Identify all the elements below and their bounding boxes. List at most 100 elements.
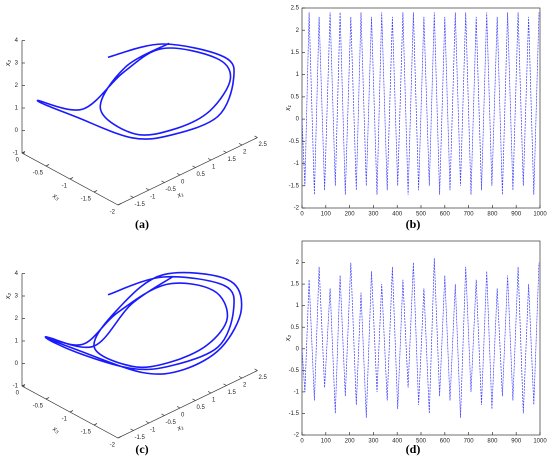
y-tick-label: 3 [15, 61, 19, 67]
y-tick-label: 0 [15, 361, 19, 367]
x-tick-label: 0 [300, 212, 304, 218]
y-tick-label: -1.5 [289, 183, 300, 189]
y-tick-label: -1 [294, 389, 300, 395]
tick-mark [192, 398, 196, 401]
caption: (c) [135, 442, 148, 456]
y-tick-label: 4 [15, 271, 19, 277]
x-tick-label: 300 [368, 212, 379, 218]
x-tick-label: 0 [181, 413, 185, 419]
y-tick-label: 1.5 [291, 282, 300, 288]
tick-mark [176, 173, 181, 176]
z-tick-label: -1.5 [81, 197, 92, 203]
y-tick-label: -1 [13, 384, 19, 390]
y-tick-label: 2 [296, 28, 300, 34]
tick-mark [130, 428, 134, 431]
y-tick-label: 2 [296, 260, 300, 266]
z-tick-label: -0.5 [33, 404, 44, 410]
y-tick-label: 1 [296, 72, 300, 78]
series-line [301, 258, 540, 418]
x-tick-label: 600 [440, 212, 451, 218]
tick-mark [117, 436, 122, 439]
tick-mark [223, 150, 227, 153]
z-tick-label: -1 [62, 184, 68, 190]
y-axis-label: x₁ [285, 104, 292, 112]
x-tick-label: -1 [150, 428, 156, 434]
y-tick-label: -2 [294, 206, 300, 212]
y-tick-label: 1.5 [291, 50, 300, 56]
z-axis-label: x₃ [50, 192, 60, 202]
trajectory [44, 271, 243, 375]
x-tick-label: 1.5 [228, 157, 237, 163]
z-axis-label: x₃ [50, 425, 60, 435]
y-tick-label: 1 [15, 339, 19, 345]
tick-mark [176, 406, 181, 409]
y-tick-label: 2.5 [291, 6, 300, 12]
tick-mark [238, 143, 243, 146]
x-tick-label: 900 [511, 439, 522, 445]
z-tick-label: -1 [62, 417, 68, 423]
x-tick-label: 2.5 [259, 142, 268, 148]
y-axis-label: x₂ [5, 293, 12, 301]
y-tick-label: 3 [15, 294, 19, 300]
y-tick-label: -1 [294, 161, 300, 167]
x-tick-label: 1000 [533, 439, 547, 445]
caption: (d) [406, 442, 421, 456]
x-tick-label: 0.5 [197, 172, 206, 178]
y-tick-label: 4 [15, 38, 19, 44]
z-tick-label: 0 [16, 391, 20, 397]
x-tick-label: 700 [464, 212, 475, 218]
tick-mark [238, 376, 243, 379]
y-axis-label: x₂ [5, 60, 12, 68]
x-tick-label: 500 [416, 439, 427, 445]
z-tick-label: 0 [16, 158, 20, 164]
x-tick-label: -1.5 [135, 202, 146, 208]
x-tick-label: 1.5 [228, 390, 237, 396]
tick-mark [93, 423, 98, 426]
y-tick-label: 2 [15, 316, 19, 322]
y-tick-label: -1 [13, 151, 19, 157]
tick-mark [21, 151, 26, 154]
x-tick-label: 100 [321, 212, 332, 218]
x-tick-label: 400 [392, 212, 403, 218]
tick-mark [254, 135, 258, 138]
series-line [301, 12, 540, 195]
plot-frame [301, 240, 541, 436]
x-tick-label: 0 [181, 180, 185, 186]
x-tick-label: 2 [243, 383, 247, 389]
x-tick-label: -1 [150, 195, 156, 201]
tick-mark [207, 391, 212, 394]
z-tick-label: -0.5 [33, 171, 44, 177]
x-tick-label: 800 [487, 439, 498, 445]
tick-mark [161, 180, 165, 183]
tick-mark [117, 203, 122, 206]
x-tick-label: -0.5 [166, 187, 177, 193]
tick-mark [223, 383, 227, 386]
x-tick-label: 100 [321, 439, 332, 445]
tick-mark [161, 413, 165, 416]
z-tick-label: -2 [110, 210, 116, 216]
tick-mark [21, 384, 26, 387]
x-tick-label: 700 [464, 439, 475, 445]
tick-mark [69, 410, 74, 413]
y-tick-label: 0 [296, 346, 300, 352]
y-tick-label: 0.5 [291, 325, 300, 331]
x-tick-label: 0 [300, 439, 304, 445]
axis [21, 40, 258, 206]
tick-mark [69, 177, 74, 180]
x-tick-label: 200 [345, 212, 356, 218]
y-tick-label: -0.5 [289, 139, 300, 145]
x-tick-label: 400 [392, 439, 403, 445]
y-tick-label: 1 [15, 106, 19, 112]
x-tick-label: 2.5 [259, 375, 268, 381]
y-tick-label: 0 [15, 128, 19, 134]
tick-mark [192, 165, 196, 168]
y-tick-label: -0.5 [289, 368, 300, 374]
y-tick-label: 0.5 [291, 94, 300, 100]
z-tick-label: -1.5 [81, 430, 92, 436]
x-tick-label: 200 [345, 439, 356, 445]
x-tick-label: 2 [243, 150, 247, 156]
z-tick-label: -2 [110, 443, 116, 449]
x-tick-label: 800 [487, 212, 498, 218]
